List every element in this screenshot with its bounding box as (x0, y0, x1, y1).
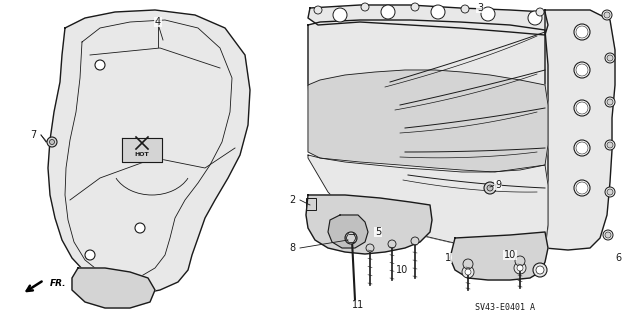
Polygon shape (328, 215, 368, 248)
Circle shape (411, 237, 419, 245)
Circle shape (605, 97, 615, 107)
Circle shape (605, 187, 615, 197)
Circle shape (361, 3, 369, 11)
Text: 2: 2 (289, 195, 295, 205)
Circle shape (528, 11, 542, 25)
Circle shape (465, 269, 471, 275)
Circle shape (462, 266, 474, 278)
Text: 10: 10 (396, 265, 408, 275)
Circle shape (333, 8, 347, 22)
Text: 9: 9 (495, 180, 501, 190)
Circle shape (574, 140, 590, 156)
Circle shape (607, 55, 613, 61)
Circle shape (576, 102, 588, 114)
Text: 11: 11 (352, 300, 364, 310)
Circle shape (576, 26, 588, 38)
Polygon shape (306, 195, 432, 254)
Text: 6: 6 (615, 253, 621, 263)
Polygon shape (308, 70, 548, 172)
Text: SV43-E0401 A: SV43-E0401 A (475, 303, 535, 313)
FancyArrowPatch shape (24, 281, 42, 293)
Text: 7: 7 (30, 130, 36, 140)
Circle shape (345, 232, 357, 244)
Circle shape (47, 137, 57, 147)
Circle shape (574, 100, 590, 116)
Circle shape (605, 53, 615, 63)
Circle shape (536, 8, 544, 16)
Circle shape (603, 230, 613, 240)
Text: HOT: HOT (134, 152, 149, 158)
Circle shape (463, 259, 473, 269)
Polygon shape (308, 20, 548, 250)
Circle shape (605, 232, 611, 238)
Text: 8: 8 (289, 243, 295, 253)
Circle shape (605, 140, 615, 150)
Circle shape (514, 262, 526, 274)
Circle shape (381, 5, 395, 19)
Polygon shape (308, 155, 548, 250)
Circle shape (95, 60, 105, 70)
Circle shape (487, 185, 493, 191)
Text: 3: 3 (477, 3, 483, 13)
Polygon shape (122, 138, 162, 162)
Circle shape (536, 266, 544, 274)
Circle shape (461, 5, 469, 13)
Circle shape (388, 240, 396, 248)
Circle shape (576, 182, 588, 194)
Circle shape (481, 7, 495, 21)
Text: 5: 5 (375, 227, 381, 237)
Text: 1: 1 (445, 253, 451, 263)
Circle shape (574, 62, 590, 78)
Circle shape (574, 180, 590, 196)
Polygon shape (48, 10, 250, 294)
Text: 4: 4 (155, 17, 161, 27)
Circle shape (574, 24, 590, 40)
Circle shape (607, 189, 613, 195)
Text: 10: 10 (504, 250, 516, 260)
Bar (306, 198, 316, 210)
Circle shape (431, 5, 445, 19)
Polygon shape (545, 10, 615, 250)
Circle shape (607, 99, 613, 105)
Circle shape (515, 256, 525, 266)
Circle shape (484, 182, 496, 194)
Circle shape (366, 244, 374, 252)
Text: FR.: FR. (50, 279, 67, 288)
Circle shape (533, 263, 547, 277)
Circle shape (607, 142, 613, 148)
Circle shape (602, 10, 612, 20)
Circle shape (314, 6, 322, 14)
Circle shape (604, 12, 610, 18)
Circle shape (411, 3, 419, 11)
Polygon shape (450, 232, 548, 280)
Circle shape (49, 139, 54, 145)
Circle shape (85, 250, 95, 260)
Circle shape (517, 265, 523, 271)
Polygon shape (72, 268, 155, 308)
Circle shape (576, 142, 588, 154)
Polygon shape (308, 5, 548, 35)
Circle shape (135, 223, 145, 233)
Circle shape (576, 64, 588, 76)
